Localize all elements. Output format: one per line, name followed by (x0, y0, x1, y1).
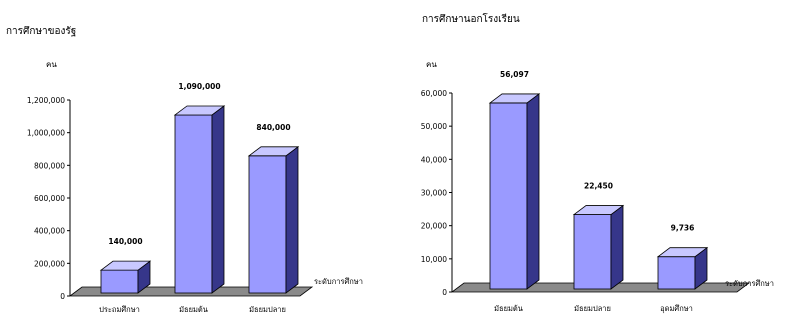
category-label: มัธยมปลาย (574, 304, 611, 313)
y-tick-label: 40,000 (421, 155, 447, 164)
y-tick-label: 0 (60, 292, 65, 301)
y-tick-label: 800,000 (34, 161, 65, 170)
category-label: อุดมศึกษา (660, 304, 693, 313)
chart-left: การศึกษาของรัฐคน 0 200,000 400,000 600,000 80… (6, 25, 363, 314)
data-label: 56,097 (500, 70, 529, 79)
bar-top (247, 146, 300, 157)
bar-side (285, 146, 299, 294)
y-tick-label: 200,000 (34, 259, 65, 268)
bar (173, 105, 226, 294)
y-tick-label: 600,000 (34, 194, 65, 203)
bar-front (174, 114, 213, 294)
bar-top (572, 205, 625, 215)
bar-front (573, 214, 612, 290)
y-tick-label: 0 (442, 288, 447, 297)
bar-front (489, 102, 528, 290)
x-axis-label: ระดับการศึกษา (314, 277, 363, 286)
bar (656, 246, 709, 290)
y-tick-label: 30,000 (421, 189, 447, 198)
y-tick-label: 1,200,000 (27, 96, 65, 105)
category-label: มัธยมต้น (494, 304, 523, 313)
data-label: 9,736 (671, 224, 695, 233)
bar-side (211, 105, 225, 294)
y-tick-label: 10,000 (421, 255, 447, 264)
chart-title: การศึกษาของรัฐ (6, 25, 76, 37)
chart-title: การศึกษานอกโรงเรียน (422, 12, 520, 25)
data-label: 840,000 (256, 123, 290, 132)
y-tick-label: 20,000 (421, 222, 447, 231)
bar (99, 260, 152, 294)
bar (572, 204, 625, 290)
bar (488, 93, 541, 290)
y-tick-label: 60,000 (421, 89, 447, 98)
bar-front (100, 269, 139, 294)
bar-top (99, 260, 152, 271)
y-unit-label: คน (426, 60, 437, 69)
data-label: 22,450 (584, 182, 613, 191)
y-unit-label: คน (46, 60, 57, 69)
y-tick-label: 50,000 (421, 122, 447, 131)
x-axis-label: ระดับการศึกษา (725, 279, 774, 288)
bar-top (173, 105, 226, 116)
bar-side (610, 204, 624, 290)
data-label: 1,090,000 (178, 82, 220, 91)
category-label: ประถมศึกษา (99, 305, 140, 314)
category-label: มัธยมปลาย (249, 305, 286, 314)
y-tick-label: 400,000 (34, 227, 65, 236)
bar-top (488, 93, 541, 104)
bar (247, 146, 300, 294)
bar-front (248, 155, 287, 294)
y-tick-label: 1,000,000 (27, 129, 65, 138)
bar-side (526, 93, 540, 290)
category-label: มัธยมต้น (179, 305, 208, 314)
bar-top (656, 247, 709, 258)
bar-front (657, 256, 696, 290)
data-label: 140,000 (108, 237, 142, 246)
